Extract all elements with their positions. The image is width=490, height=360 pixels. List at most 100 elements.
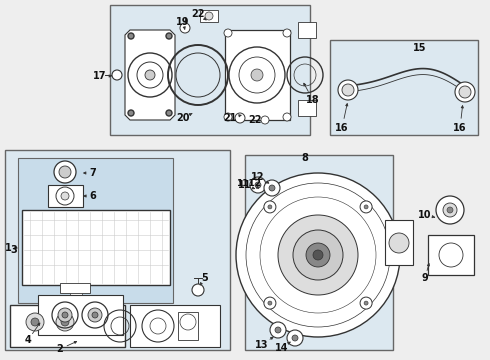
Circle shape [166,110,172,116]
Text: 19: 19 [176,17,190,27]
Bar [178,312,198,340]
Circle shape [342,84,354,96]
Circle shape [261,116,269,124]
Circle shape [283,113,291,121]
Circle shape [269,185,275,191]
Bar [38,295,123,335]
Bar [298,22,316,38]
Text: 8: 8 [301,153,308,163]
Circle shape [235,113,245,123]
Circle shape [443,203,457,217]
Text: 16: 16 [453,123,467,133]
Text: 1112: 1112 [237,179,262,188]
Circle shape [166,33,172,39]
Circle shape [62,312,68,318]
Text: 4: 4 [24,335,31,345]
Circle shape [313,250,323,260]
Text: 11: 11 [238,180,252,190]
Circle shape [92,312,98,318]
Text: 5: 5 [201,273,208,283]
Bar [5,150,230,350]
Circle shape [192,284,204,296]
Text: 15: 15 [413,43,427,53]
Circle shape [292,335,298,341]
Bar [60,283,90,293]
Circle shape [287,330,303,346]
Bar [130,305,220,347]
Circle shape [58,308,72,322]
Text: 1: 1 [4,243,11,253]
Text: 13: 13 [255,340,269,350]
Circle shape [270,322,286,338]
Circle shape [31,318,39,326]
Circle shape [364,205,368,209]
Circle shape [251,69,263,81]
Circle shape [224,113,232,121]
Circle shape [278,215,358,295]
Circle shape [264,297,276,309]
Circle shape [112,70,122,80]
Circle shape [283,29,291,37]
Text: 16: 16 [335,123,349,133]
Circle shape [389,233,409,253]
Bar [225,30,290,120]
Circle shape [61,192,69,200]
Bar [298,100,316,116]
Circle shape [61,318,69,326]
Text: 22: 22 [191,9,205,19]
Circle shape [455,82,475,102]
Circle shape [293,230,343,280]
Circle shape [59,166,71,178]
Circle shape [205,12,213,20]
Circle shape [264,201,276,213]
Circle shape [264,180,280,196]
Bar [70,293,82,301]
Text: 20: 20 [176,113,190,123]
Text: 2: 2 [57,344,63,354]
Circle shape [268,205,272,209]
Circle shape [250,177,266,193]
Text: 10: 10 [418,210,432,220]
Bar [428,235,474,275]
Circle shape [128,110,134,116]
Text: 7: 7 [90,168,97,178]
Bar [330,40,478,135]
Circle shape [447,207,453,213]
Polygon shape [125,30,175,120]
Circle shape [54,161,76,183]
Text: 12: 12 [251,172,265,182]
Text: 14: 14 [275,343,289,353]
Bar [200,10,218,22]
Text: 3: 3 [11,245,17,255]
Bar [385,220,413,265]
Text: 9: 9 [421,273,428,283]
Circle shape [180,23,190,33]
Text: 22: 22 [248,115,262,125]
Bar [10,305,125,347]
Text: 6: 6 [90,191,97,201]
Circle shape [364,301,368,305]
Text: 18: 18 [306,95,320,105]
Bar [48,185,83,207]
Bar [245,155,393,350]
Circle shape [224,29,232,37]
Circle shape [360,297,372,309]
Bar [110,5,310,135]
Bar [18,158,173,303]
Circle shape [306,243,330,267]
Circle shape [145,70,155,80]
Circle shape [128,33,134,39]
Text: 17: 17 [93,71,107,81]
Circle shape [459,86,471,98]
Circle shape [268,301,272,305]
Circle shape [360,201,372,213]
Circle shape [275,327,281,333]
Circle shape [26,313,44,331]
Circle shape [88,308,102,322]
Circle shape [56,313,74,331]
Bar [22,210,170,285]
Circle shape [255,182,261,188]
Circle shape [338,80,358,100]
Text: 21: 21 [223,113,237,123]
Circle shape [436,196,464,224]
